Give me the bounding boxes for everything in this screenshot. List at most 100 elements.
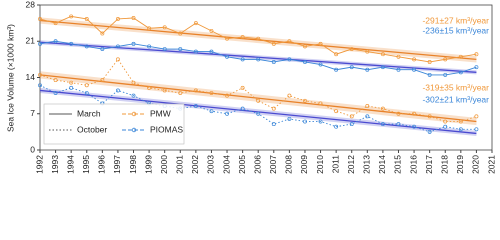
annotation: -319±35 km³/year (422, 82, 489, 92)
y-tick-label: 28 (26, 0, 36, 9)
data-point (84, 17, 89, 21)
x-tick-label: 1993 (50, 155, 60, 174)
data-point (225, 93, 229, 98)
page: {"chart_data": {"type": "line", "y_label… (5, 0, 497, 174)
data-point (100, 31, 105, 36)
data-point (287, 93, 292, 98)
data-point (474, 114, 479, 119)
data-point (178, 31, 183, 36)
data-point (334, 124, 339, 129)
series-line (39, 15, 477, 63)
data-point (334, 109, 339, 114)
legend-label: March (77, 108, 101, 118)
data-point (271, 106, 276, 111)
legend-box (43, 103, 185, 145)
x-tick-label: 1997 (112, 155, 122, 174)
x-tick-label: 2015 (393, 155, 403, 174)
data-point (115, 88, 120, 93)
data-point (443, 124, 448, 129)
x-tick-label: 1994 (65, 155, 75, 174)
data-point (69, 85, 74, 90)
x-tick-label: 2020 (471, 155, 481, 174)
chart: Sea Ice Volume (×1000 km³) 0 7 14 21 28 1992 1… (5, 0, 496, 174)
data-point (225, 54, 229, 59)
data-point (225, 111, 229, 116)
data-point (427, 114, 432, 119)
data-point (334, 67, 339, 72)
data-point (349, 122, 354, 127)
trend-line (39, 74, 477, 123)
data-point (271, 60, 276, 64)
data-point (240, 85, 245, 90)
data-point (380, 122, 385, 127)
x-tick-label: 2012 (346, 155, 356, 174)
x-tick-label: 2014 (377, 155, 387, 174)
data-point (131, 41, 136, 46)
x-tick-label: 2007 (268, 155, 278, 174)
data-point (474, 127, 479, 132)
x-tick-label: 2021 (486, 155, 496, 174)
data-point (193, 88, 198, 93)
annotation: -236±15 km³/year (422, 25, 489, 35)
data-point (53, 78, 58, 83)
data-point (115, 57, 120, 62)
data-point (458, 70, 463, 75)
data-point (474, 65, 479, 70)
data-point (162, 47, 167, 51)
data-point (178, 47, 183, 51)
data-point (193, 49, 198, 54)
data-point (458, 119, 463, 124)
legend-label: PMW (150, 108, 171, 118)
data-point (303, 60, 307, 64)
x-tick-label: 2017 (424, 155, 434, 174)
data-point (256, 57, 261, 62)
data-point (131, 93, 136, 98)
data-point (443, 72, 448, 77)
data-point (412, 124, 417, 129)
data-point (349, 47, 354, 51)
data-point (474, 52, 479, 57)
data-point (209, 109, 214, 114)
x-tick-label: 2016 (408, 155, 418, 174)
x-tick-label: 2001 (175, 155, 185, 174)
data-point (380, 106, 385, 111)
data-point (380, 52, 385, 57)
data-point (225, 36, 229, 41)
x-tick-label: 2009 (299, 155, 309, 174)
data-point (365, 67, 370, 72)
data-point (287, 39, 292, 44)
x-tick-label: 1999 (143, 155, 153, 174)
data-point (162, 88, 167, 93)
data-point (53, 39, 58, 44)
data-point (427, 72, 432, 77)
x-tick-label: 2003 (206, 155, 216, 174)
data-point (458, 54, 463, 59)
series-line (39, 84, 477, 133)
data-point (365, 104, 370, 108)
data-point (100, 78, 105, 83)
y-tick-label: 7 (30, 108, 35, 118)
data-point (396, 111, 401, 116)
x-tick-label: 1996 (97, 155, 107, 174)
annotation: -302±21 km³/year (422, 94, 489, 104)
data-point (162, 25, 167, 30)
data-point (380, 65, 385, 70)
data-point (271, 122, 276, 127)
data-point (84, 44, 89, 49)
data-point (271, 41, 276, 46)
x-tick-label: 2011 (330, 155, 340, 174)
data-point (318, 119, 323, 124)
data-point (412, 67, 417, 72)
x-tick-label: 2019 (455, 155, 465, 174)
data-point (100, 47, 105, 51)
data-point (69, 41, 74, 46)
x-tick-label: 1992 (34, 155, 44, 174)
series-line (39, 58, 477, 122)
data-point (147, 44, 152, 49)
data-point (209, 91, 214, 95)
legend-marker (131, 127, 137, 133)
data-point (193, 21, 198, 26)
data-point (365, 49, 370, 54)
data-point (318, 62, 323, 67)
data-point (303, 119, 307, 124)
